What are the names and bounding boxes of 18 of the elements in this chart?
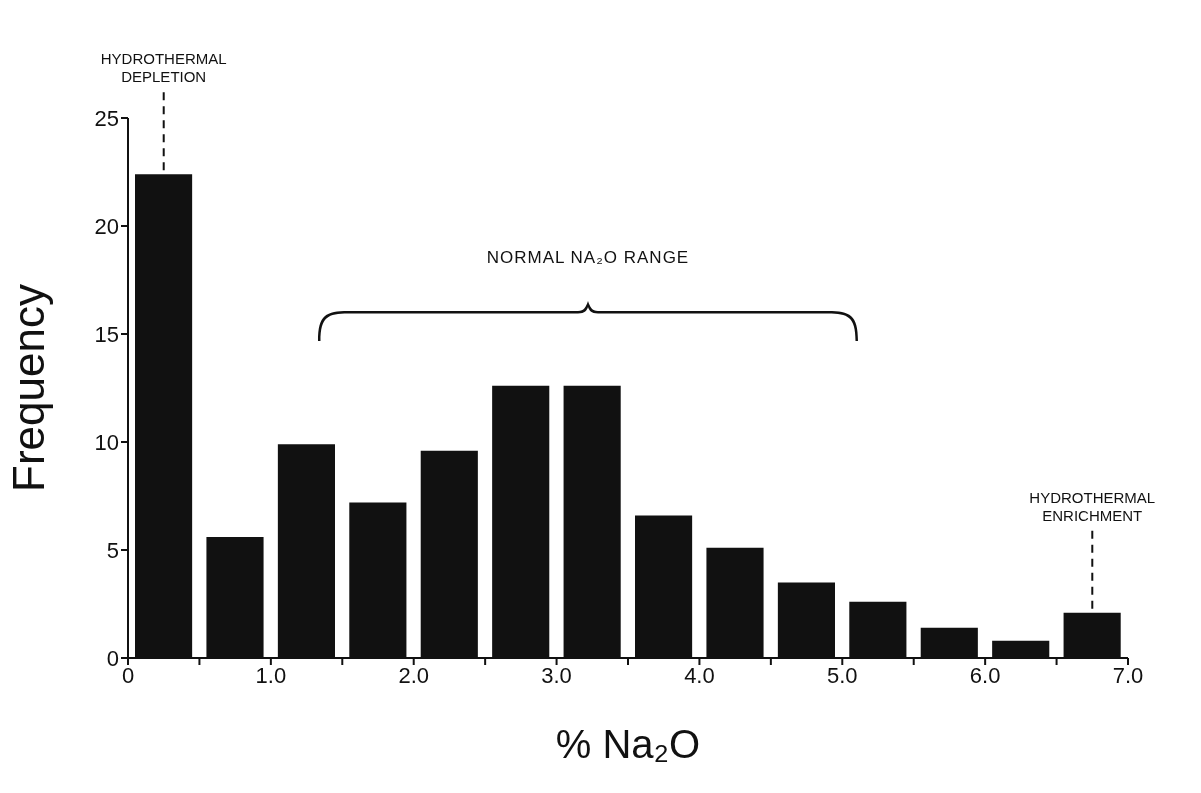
y-tick-label: 5	[106, 537, 119, 563]
annotation: NORMAL NA₂O RANGE	[486, 248, 690, 267]
annotation: HYDROTHERMAL ENRICHMENT	[1029, 488, 1156, 524]
y-tick-label: 15	[94, 321, 119, 347]
x-tick-label: 5.0	[826, 662, 858, 688]
y-tick-label: 25	[94, 105, 119, 131]
x-tick-label: 7.0	[1112, 662, 1144, 688]
y-axis-title: Frequency	[3, 284, 53, 492]
x-axis-title: % Na₂O	[555, 722, 701, 766]
x-tick-label: 1.0	[255, 662, 287, 688]
x-tick-label: 3.0	[541, 662, 572, 688]
y-tick-label: 20	[94, 213, 119, 239]
y-tick-label: 0	[106, 645, 119, 671]
x-tick-label: 6.0	[969, 662, 1001, 688]
annotation: HYDROTHERMAL DEPLETION	[100, 50, 227, 86]
x-tick-label: 4.0	[684, 662, 715, 688]
x-tick-label: 2.0	[398, 662, 430, 688]
y-tick-label: 10	[94, 429, 119, 455]
